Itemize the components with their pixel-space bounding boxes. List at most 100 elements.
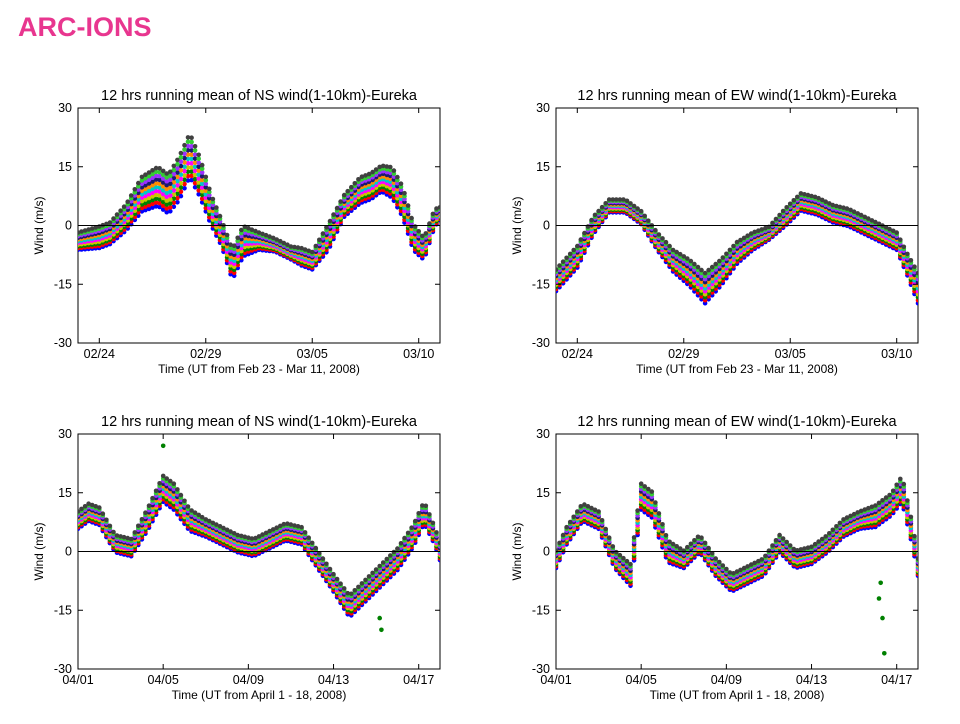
data-point: [858, 508, 864, 514]
y-axis-label: Wind (m/s): [510, 523, 524, 581]
data-point: [873, 219, 878, 225]
data-point: [302, 530, 308, 535]
data-point: [153, 488, 159, 494]
data-point: [150, 201, 155, 207]
y-tick-label: -15: [54, 603, 72, 617]
data-point: [185, 156, 191, 162]
data-point: [210, 520, 216, 526]
data-point: [146, 202, 152, 208]
data-point: [107, 523, 113, 529]
data-point: [398, 181, 404, 186]
data-point: [224, 527, 230, 533]
y-tick-label: 30: [58, 427, 72, 441]
data-point: [150, 179, 155, 184]
data-point: [578, 237, 584, 242]
data-point: [175, 157, 180, 163]
data-point: [370, 570, 375, 576]
data-point: [199, 188, 205, 194]
data-point: [617, 197, 623, 202]
data-point: [685, 256, 690, 261]
data-point: [199, 177, 205, 183]
data-point: [837, 204, 843, 210]
data-point: [143, 197, 148, 202]
data-point: [171, 200, 177, 205]
data-point: [82, 228, 88, 233]
data-point: [759, 227, 765, 232]
x-tick-label: 04/09: [233, 673, 264, 687]
data-point: [199, 162, 205, 168]
data-point: [427, 221, 432, 226]
data-point: [171, 179, 177, 185]
data-point: [150, 171, 155, 177]
data-point: [260, 532, 265, 537]
data-point: [97, 505, 102, 510]
data-point: [908, 258, 914, 263]
data-point: [231, 243, 237, 248]
data-point: [738, 567, 743, 573]
y-tick-label: 30: [536, 427, 550, 441]
data-point: [560, 532, 566, 538]
data-point: [221, 525, 226, 531]
data-point: [175, 161, 180, 167]
data-point: [784, 205, 789, 210]
data-point: [631, 203, 637, 209]
data-point: [706, 545, 711, 551]
data-point: [139, 174, 145, 180]
data-point: [196, 172, 201, 177]
data-point: [139, 178, 145, 183]
data-point: [189, 169, 194, 174]
data-point: [288, 522, 294, 527]
data-point: [168, 173, 173, 179]
data-point: [787, 543, 793, 548]
data-point: [168, 197, 173, 202]
data-point: [292, 244, 297, 250]
data-point: [699, 535, 704, 540]
data-point: [150, 194, 155, 199]
data-point: [384, 164, 390, 169]
data-point: [334, 205, 340, 211]
data-point: [182, 173, 187, 178]
data-point: [370, 169, 375, 175]
data-point: [143, 200, 148, 206]
data-point: [890, 228, 896, 234]
data-point: [153, 165, 159, 171]
data-point: [192, 510, 198, 515]
data-point: [182, 142, 187, 148]
data-point: [160, 176, 166, 181]
data-point: [157, 481, 162, 486]
data-point: [224, 232, 230, 238]
data-point: [912, 533, 917, 539]
data-point: [139, 517, 145, 522]
data-point: [143, 172, 148, 177]
data-point: [185, 139, 191, 144]
data-point: [688, 258, 694, 264]
data-point: [249, 227, 255, 232]
data-point: [677, 251, 683, 257]
data-point: [624, 558, 630, 564]
data-point: [416, 511, 422, 516]
data-point: [309, 540, 315, 546]
data-point: [880, 498, 885, 503]
data-point: [136, 197, 141, 202]
data-point: [168, 205, 173, 210]
y-axis-label: Wind (m/s): [510, 197, 524, 255]
data-point: [185, 148, 191, 153]
data-point: [274, 525, 280, 530]
data-point: [263, 232, 269, 238]
data-point: [614, 549, 619, 555]
data-point: [150, 205, 155, 210]
data-point: [203, 198, 209, 204]
x-axis-label: Time (UT from April 1 - 18, 2008): [650, 688, 825, 702]
data-point: [610, 197, 616, 202]
data-point: [178, 492, 184, 498]
data-point: [171, 175, 177, 181]
data-point: [759, 557, 765, 562]
data-point: [848, 513, 853, 519]
x-axis-label: Time (UT from Feb 23 - Mar 11, 2008): [158, 362, 360, 376]
data-point: [203, 174, 209, 180]
data-point: [164, 198, 169, 203]
data-point: [844, 206, 850, 211]
data-point: [175, 200, 180, 205]
data-point: [706, 267, 711, 273]
data-point: [901, 244, 907, 250]
